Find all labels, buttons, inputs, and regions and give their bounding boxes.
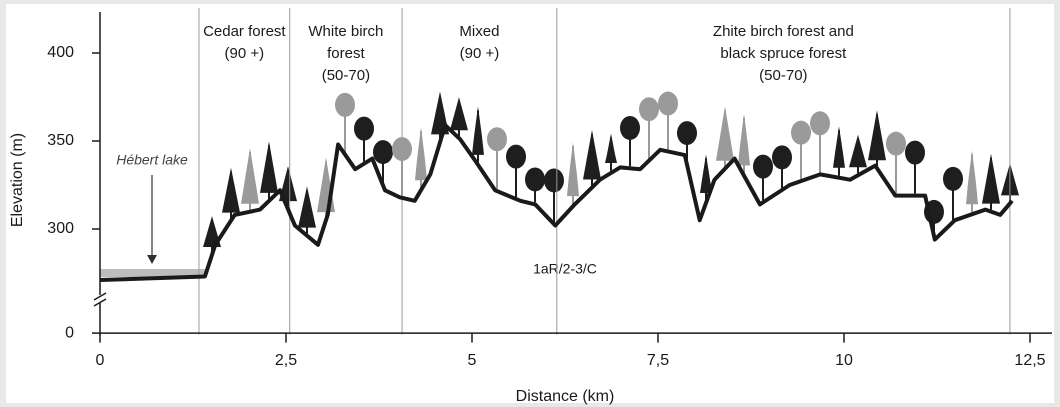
tree-crown xyxy=(943,166,963,191)
tree-crown xyxy=(487,127,507,152)
y-tick-label: 350 xyxy=(47,132,74,149)
elevation-line xyxy=(99,123,1014,282)
x-axis-label: Distance (km) xyxy=(516,388,615,405)
y-axis-label: Elevation (m) xyxy=(9,133,26,227)
tree-spruce xyxy=(605,133,617,163)
x-tick-label: 5 xyxy=(468,352,477,369)
x-tick-label: 0 xyxy=(96,352,105,369)
zone-label: (50-70) xyxy=(322,67,370,84)
tree-conifer xyxy=(583,130,601,180)
y-tick-label: 0 xyxy=(65,324,74,341)
zone-label: Zhite birch forest and xyxy=(713,23,854,40)
tree-crown xyxy=(810,111,830,136)
tree-conifer xyxy=(849,134,867,168)
map-code: 1aR/2-3/C xyxy=(533,261,597,277)
x-tick-label: 10 xyxy=(835,352,853,369)
tree-conifer xyxy=(868,110,886,161)
tree-crown xyxy=(886,131,906,156)
tree-spruce xyxy=(415,127,427,181)
tree-spruce xyxy=(472,106,484,155)
y-tick-label: 300 xyxy=(47,220,74,237)
zone-label: Mixed xyxy=(459,23,499,40)
zone-label: White birch xyxy=(308,23,383,40)
tree-crown xyxy=(791,120,811,145)
zone-label: (90 +) xyxy=(460,45,500,62)
tree-conifer xyxy=(450,97,468,131)
tree-crown xyxy=(772,145,792,170)
tree-crown xyxy=(506,144,526,169)
tree-crown xyxy=(620,115,640,140)
tree-crown xyxy=(354,116,374,141)
tree-conifer xyxy=(260,141,278,193)
tree-conifer xyxy=(222,167,240,213)
tree-conifer xyxy=(298,186,316,228)
tree-crown xyxy=(544,168,564,193)
tree-conifer xyxy=(982,153,1000,204)
x-tick-label: 7,5 xyxy=(647,352,669,369)
tree-crown xyxy=(753,154,773,179)
tree-spruce xyxy=(966,150,978,205)
axis-break xyxy=(93,292,107,307)
tree-spruce xyxy=(833,126,845,168)
tree-conifer xyxy=(279,166,297,202)
lake-label: Hébert lake xyxy=(116,152,188,168)
zone-label: forest xyxy=(327,45,365,62)
tree-conifer xyxy=(716,106,734,161)
tree-crown xyxy=(658,91,678,116)
tree-crown xyxy=(525,167,545,192)
tree-conifer xyxy=(203,216,221,247)
zone-label: (50-70) xyxy=(759,67,807,84)
tree-conifer xyxy=(241,148,259,204)
y-tick-label: 400 xyxy=(47,44,74,61)
tree-spruce xyxy=(700,154,712,193)
tree-spruce xyxy=(567,142,579,197)
x-tick-label: 2,5 xyxy=(275,352,297,369)
zone-label: (90 +) xyxy=(225,45,265,62)
tree-crown xyxy=(335,92,355,117)
tree-crown xyxy=(677,121,697,146)
tree-crown xyxy=(373,140,393,165)
tree-crown xyxy=(905,140,925,165)
lake-arrow-head xyxy=(147,255,157,264)
lake xyxy=(100,269,205,277)
zone-label: Cedar forest xyxy=(203,23,286,40)
tree-spruce xyxy=(738,113,750,166)
axis-break-gap xyxy=(94,295,106,303)
tree-crown xyxy=(639,97,659,122)
x-tick-label: 12,5 xyxy=(1014,352,1045,369)
zone-label: black spruce forest xyxy=(720,45,847,62)
